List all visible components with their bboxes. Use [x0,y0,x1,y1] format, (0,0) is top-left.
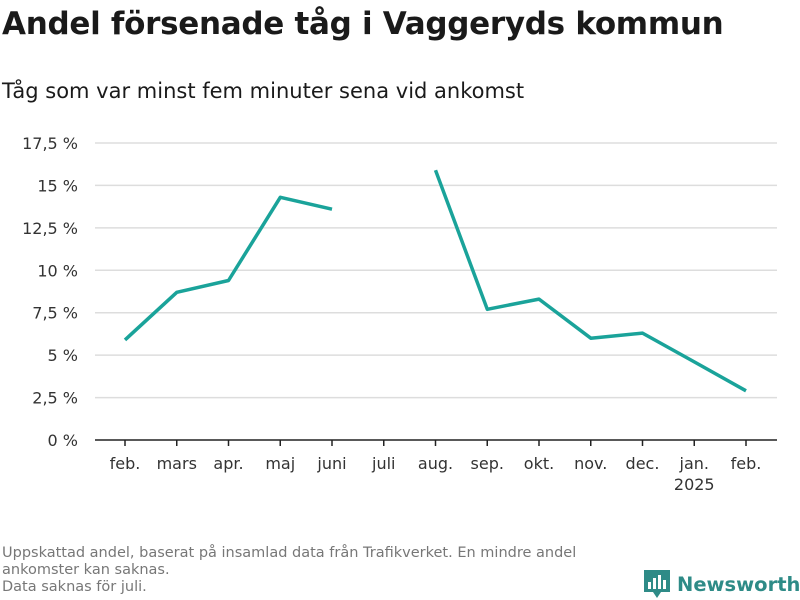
y-tick-label: 17,5 % [22,134,78,153]
x-tick-label: feb. [731,454,762,473]
y-tick-label: 15 % [37,176,78,195]
y-tick-label: 0 % [48,431,78,450]
bar-chart-logo-icon [644,570,670,598]
footnote-line-1: Uppskattad andel, baserat på insamlad da… [2,545,577,561]
series-line [433,169,747,393]
x-tick-label: feb. [110,454,141,473]
y-tick-label: 7,5 % [32,304,78,323]
x-tick-label: juni [316,454,346,473]
chart-subtitle: Tåg som var minst fem minuter sena vid a… [2,79,525,103]
line-chart: 0 % 2,5 % 5 % 7,5 % 10 % 12,5 % 15 % 17,5 % feb.… [22,134,777,494]
x-tick-label: juli [371,454,395,473]
x-tick-label: nov. [574,454,607,473]
logo-text: Newsworthy [677,572,800,596]
x-tick-label: aug. [418,454,453,473]
footnote-line-3: Data saknas för juli. [2,579,147,595]
x-tick-label: sep. [471,454,504,473]
chart-title: Andel försenade tåg i Vaggeryds kommun [2,6,724,42]
x-tick-label: maj [265,454,295,473]
newsworthy-logo: Newsworthy [644,570,800,598]
y-tick-label: 10 % [37,261,78,280]
x-tick-label: apr. [213,454,243,473]
series-line [123,195,333,342]
x-tick-label: dec. [626,454,660,473]
footnote: Uppskattad andel, baserat på insamlad da… [2,545,642,596]
y-tick-label: 2,5 % [32,389,78,408]
y-tick-label: 5 % [48,346,78,365]
x-tick-sublabel: 2025 [674,475,715,494]
x-tick-label: jan. [679,454,709,473]
y-tick-label: 12,5 % [22,219,78,238]
x-tick-label: okt. [524,454,554,473]
x-tick-label: mars [157,454,197,473]
footnote-line-2: ankomster kan saknas. [2,562,170,578]
